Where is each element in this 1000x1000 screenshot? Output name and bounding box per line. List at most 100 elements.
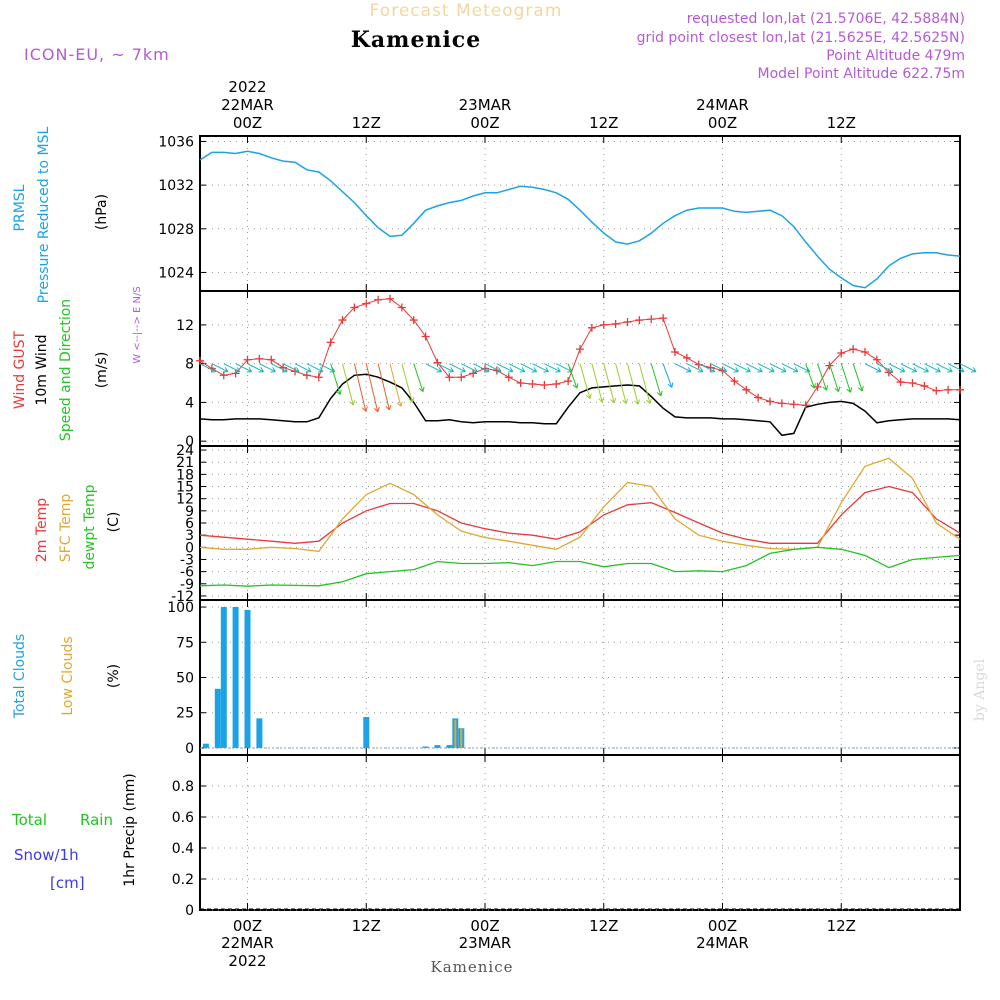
top-date-label: 24MAR — [696, 96, 749, 114]
wind-ytick-label: 4 — [185, 395, 194, 411]
precip-label-snow: Snow/1h — [14, 846, 79, 864]
wind-arrow-head — [282, 367, 288, 373]
wind-arrow — [936, 363, 953, 373]
wind-gust-marker — [861, 348, 869, 357]
pressure-ytick-label: 1024 — [158, 265, 194, 281]
wind-arrow-head — [947, 367, 953, 373]
wind-gust-marker — [908, 379, 917, 388]
temperature-ytick-label: 12 — [176, 492, 194, 508]
wind-gust-marker — [528, 380, 537, 388]
wind-arrow — [722, 363, 739, 373]
temp-dewpoint-line — [199, 546, 961, 587]
clouds-ytick-label: 75 — [176, 635, 194, 651]
wind-arrow-head — [846, 387, 853, 393]
bottom-year-label: 2022 — [228, 952, 266, 970]
wind-arrow-head — [585, 393, 592, 400]
wind-arrow-head — [484, 367, 490, 373]
wind-gust-marker — [338, 316, 347, 325]
wind-gust-marker — [872, 355, 881, 364]
wind-gust-marker — [362, 299, 371, 308]
wind-gust-marker — [255, 354, 264, 363]
wind-arrow — [271, 363, 288, 373]
wind-unit: (m/s) — [94, 352, 110, 389]
wind-arrow-head — [959, 367, 965, 373]
wind-arrow-head — [899, 367, 906, 373]
precip-label-cm: [cm] — [50, 874, 85, 892]
wind-gust-marker — [944, 385, 953, 394]
wind-arrow — [532, 363, 549, 373]
wind-gust-marker — [302, 371, 311, 380]
total-cloud-bar — [244, 609, 251, 748]
low-cloud-bar — [454, 719, 457, 748]
wind-arrow — [520, 363, 537, 373]
wind-arrow-head — [697, 367, 704, 373]
wind-arrow-head — [270, 367, 276, 373]
wind-arrow-head — [531, 367, 538, 373]
wind-arrow-head — [460, 367, 466, 373]
wind-arrow — [840, 363, 852, 393]
wind-arrow-head — [875, 367, 882, 373]
wind-arrow — [353, 363, 367, 412]
low-cloud-bar — [460, 728, 463, 748]
wind-gust-marker — [397, 303, 406, 312]
temperature-ytick-label: 3 — [185, 528, 194, 544]
wind-arrow-head — [396, 401, 403, 407]
top-time-label: 00Z — [708, 114, 737, 132]
wind-arrow — [710, 363, 727, 373]
wind-arrow-head — [757, 367, 763, 373]
wind-arrow-head — [336, 389, 342, 395]
wind-arrow-head — [645, 398, 652, 404]
wind-arrow — [556, 363, 573, 373]
wind-arrow — [888, 363, 905, 373]
wind-arrow-head — [507, 367, 514, 373]
cloud-panel-labels: Total Clouds Low Clouds (%) — [12, 634, 122, 719]
wind-gust-marker — [540, 380, 549, 389]
bottom-time-label: 12Z — [589, 917, 618, 935]
wind-arrow-head — [408, 397, 415, 403]
wind-arrow — [235, 363, 252, 373]
pressure-line — [199, 150, 961, 289]
wind-arrow — [496, 363, 514, 373]
wind-arrow-head — [234, 367, 241, 373]
wind-arrow — [638, 363, 651, 404]
wind-gust-marker — [552, 380, 561, 388]
wind-arrow — [662, 363, 673, 388]
total-cloud-bar — [220, 607, 227, 748]
wind-arrow — [686, 363, 704, 373]
wind-arrow-head — [305, 367, 312, 373]
bottom-time-label: 12Z — [827, 917, 856, 935]
wind-arrow — [449, 363, 466, 373]
wind-arrow — [389, 363, 402, 407]
total-cloud-bar — [202, 743, 209, 748]
wind-arrow — [567, 363, 578, 389]
precip-unit: 1hr Precip (mm) — [122, 773, 138, 886]
wind-arrow — [746, 363, 763, 373]
temp-2m-line — [199, 485, 961, 544]
wind-gust-marker — [825, 361, 834, 370]
precipitation-frame — [199, 754, 961, 911]
wind-gust-marker — [243, 355, 252, 364]
wind-arrow-head — [667, 382, 674, 388]
wind-arrow — [579, 363, 591, 399]
wind-gust-marker — [647, 315, 656, 324]
wind-arrow — [259, 363, 276, 373]
wind-arrow-head — [543, 367, 549, 373]
wind-arrow — [864, 363, 882, 373]
wind-panel-labels: Wind GUST 10m Wind Speed and Direction (… — [12, 286, 143, 441]
wind-gust-marker — [587, 323, 596, 332]
bottom-time-label: 00Z — [233, 917, 262, 935]
total-cloud-bar — [256, 718, 263, 748]
panels: 102410281032103604812-12-9-6-30369121518… — [158, 134, 977, 919]
wind-arrow-head — [709, 367, 716, 373]
wind-arrow-head — [373, 407, 380, 413]
cloud-unit: (%) — [106, 664, 122, 688]
wind-ytick-label: 8 — [185, 357, 194, 373]
footer-location: Kamenice — [431, 958, 514, 976]
model-label: ICON-EU, ~ 7km — [24, 45, 170, 64]
wind-gust-marker — [777, 399, 786, 408]
clouds-ytick-label: 0 — [185, 741, 194, 757]
wind-arrow-head — [834, 386, 841, 393]
